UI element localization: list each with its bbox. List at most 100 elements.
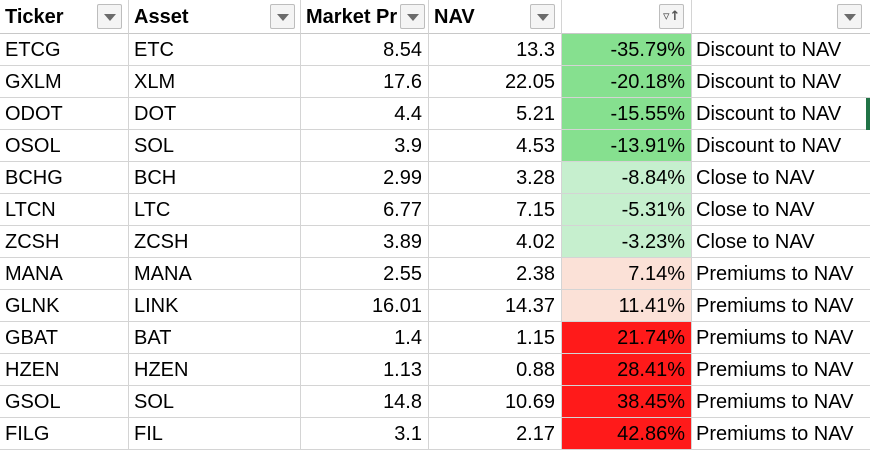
cell-asset[interactable]: LTC — [129, 194, 301, 226]
cell-ticker[interactable]: LTCN — [0, 194, 129, 226]
cell-asset[interactable]: BAT — [129, 322, 301, 354]
cell-asset[interactable]: XLM — [129, 66, 301, 98]
cell-nav[interactable]: 0.88 — [429, 354, 562, 386]
filter-market-price-button[interactable] — [400, 4, 425, 29]
header-ticker[interactable]: Ticker — [0, 0, 129, 34]
cell-category[interactable]: Discount to NAV — [692, 66, 870, 98]
cell-ticker[interactable]: MANA — [0, 258, 129, 290]
cell-market-price[interactable]: 3.89 — [301, 226, 429, 258]
cell-nav[interactable]: 4.53 — [429, 130, 562, 162]
cell-market-price[interactable]: 14.8 — [301, 386, 429, 418]
cell-category[interactable]: Discount to NAV — [692, 98, 870, 130]
cell-nav[interactable]: 5.21 — [429, 98, 562, 130]
cell-nav[interactable]: 2.17 — [429, 418, 562, 450]
cell-category[interactable]: Premiums to NAV — [692, 354, 870, 386]
filter-pct-sorted-button[interactable]: ▿↑ — [659, 4, 684, 29]
cell-pct[interactable]: 7.14% — [562, 258, 692, 290]
cell-nav[interactable]: 22.05 — [429, 66, 562, 98]
header-market-price-label: Market Pr — [306, 6, 398, 28]
cell-category[interactable]: Close to NAV — [692, 194, 870, 226]
cell-pct[interactable]: -3.23% — [562, 226, 692, 258]
cell-nav[interactable]: 4.02 — [429, 226, 562, 258]
cell-pct[interactable]: 28.41% — [562, 354, 692, 386]
header-asset-label: Asset — [134, 6, 189, 28]
cell-category[interactable]: Premiums to NAV — [692, 386, 870, 418]
cell-asset[interactable]: DOT — [129, 98, 301, 130]
cell-market-price[interactable]: 16.01 — [301, 290, 429, 322]
cell-asset[interactable]: MANA — [129, 258, 301, 290]
cell-nav[interactable]: 10.69 — [429, 386, 562, 418]
cell-ticker[interactable]: FILG — [0, 418, 129, 450]
cell-market-price[interactable]: 2.99 — [301, 162, 429, 194]
cell-ticker[interactable]: ETCG — [0, 34, 129, 66]
cell-pct[interactable]: -8.84% — [562, 162, 692, 194]
cell-pct[interactable]: -20.18% — [562, 66, 692, 98]
cell-ticker[interactable]: HZEN — [0, 354, 129, 386]
table-row: LTCN LTC 6.77 7.15 -5.31% Close to NAV — [0, 194, 870, 226]
cell-category[interactable]: Premiums to NAV — [692, 258, 870, 290]
cell-category[interactable]: Discount to NAV — [692, 130, 870, 162]
cell-asset[interactable]: FIL — [129, 418, 301, 450]
chevron-down-icon — [104, 14, 116, 21]
header-pct[interactable]: ▿↑ — [562, 0, 692, 34]
cell-asset[interactable]: SOL — [129, 130, 301, 162]
cell-nav[interactable]: 13.3 — [429, 34, 562, 66]
cell-pct[interactable]: -5.31% — [562, 194, 692, 226]
cell-pct[interactable]: 11.41% — [562, 290, 692, 322]
table-row: ETCG ETC 8.54 13.3 -35.79% Discount to NAV — [0, 34, 870, 66]
cell-market-price[interactable]: 1.4 — [301, 322, 429, 354]
cell-pct[interactable]: 38.45% — [562, 386, 692, 418]
cell-nav[interactable]: 2.38 — [429, 258, 562, 290]
cell-market-price[interactable]: 6.77 — [301, 194, 429, 226]
cell-market-price[interactable]: 8.54 — [301, 34, 429, 66]
cell-nav[interactable]: 1.15 — [429, 322, 562, 354]
cell-ticker[interactable]: OSOL — [0, 130, 129, 162]
cell-ticker[interactable]: ZCSH — [0, 226, 129, 258]
cell-nav[interactable]: 14.37 — [429, 290, 562, 322]
header-asset[interactable]: Asset — [129, 0, 301, 34]
cell-pct[interactable]: 21.74% — [562, 322, 692, 354]
filter-ticker-button[interactable] — [97, 4, 122, 29]
cell-category[interactable]: Premiums to NAV — [692, 290, 870, 322]
cell-category[interactable]: Close to NAV — [692, 162, 870, 194]
table-row: GBAT BAT 1.4 1.15 21.74% Premiums to NAV — [0, 322, 870, 354]
cell-asset[interactable]: ETC — [129, 34, 301, 66]
cell-asset[interactable]: ZCSH — [129, 226, 301, 258]
cell-market-price[interactable]: 3.1 — [301, 418, 429, 450]
header-category[interactable] — [692, 0, 870, 34]
cell-market-price[interactable]: 2.55 — [301, 258, 429, 290]
table-row: ODOT DOT 4.4 5.21 -15.55% Discount to NAV — [0, 98, 870, 130]
cell-ticker[interactable]: GLNK — [0, 290, 129, 322]
header-market-price[interactable]: Market Pr — [301, 0, 429, 34]
cell-ticker[interactable]: BCHG — [0, 162, 129, 194]
table-row: GLNK LINK 16.01 14.37 11.41% Premiums to NAV — [0, 290, 870, 322]
header-row: Ticker Asset Market Pr NAV ▿ — [0, 0, 870, 34]
cell-asset[interactable]: SOL — [129, 386, 301, 418]
cell-ticker[interactable]: GSOL — [0, 386, 129, 418]
cell-asset[interactable]: BCH — [129, 162, 301, 194]
cell-nav[interactable]: 3.28 — [429, 162, 562, 194]
cell-market-price[interactable]: 17.6 — [301, 66, 429, 98]
cell-category[interactable]: Close to NAV — [692, 226, 870, 258]
cell-pct[interactable]: -15.55% — [562, 98, 692, 130]
cell-nav[interactable]: 7.15 — [429, 194, 562, 226]
cell-ticker[interactable]: GXLM — [0, 66, 129, 98]
cell-market-price[interactable]: 1.13 — [301, 354, 429, 386]
cell-category[interactable]: Discount to NAV — [692, 34, 870, 66]
cell-category[interactable]: Premiums to NAV — [692, 322, 870, 354]
cell-pct[interactable]: -35.79% — [562, 34, 692, 66]
cell-asset[interactable]: HZEN — [129, 354, 301, 386]
table-row: MANA MANA 2.55 2.38 7.14% Premiums to NAV — [0, 258, 870, 290]
cell-asset[interactable]: LINK — [129, 290, 301, 322]
filter-asset-button[interactable] — [270, 4, 295, 29]
cell-category[interactable]: Premiums to NAV — [692, 418, 870, 450]
filter-nav-button[interactable] — [530, 4, 555, 29]
cell-pct[interactable]: -13.91% — [562, 130, 692, 162]
cell-ticker[interactable]: GBAT — [0, 322, 129, 354]
filter-category-button[interactable] — [837, 4, 862, 29]
header-nav[interactable]: NAV — [429, 0, 562, 34]
cell-market-price[interactable]: 3.9 — [301, 130, 429, 162]
cell-market-price[interactable]: 4.4 — [301, 98, 429, 130]
cell-ticker[interactable]: ODOT — [0, 98, 129, 130]
cell-pct[interactable]: 42.86% — [562, 418, 692, 450]
